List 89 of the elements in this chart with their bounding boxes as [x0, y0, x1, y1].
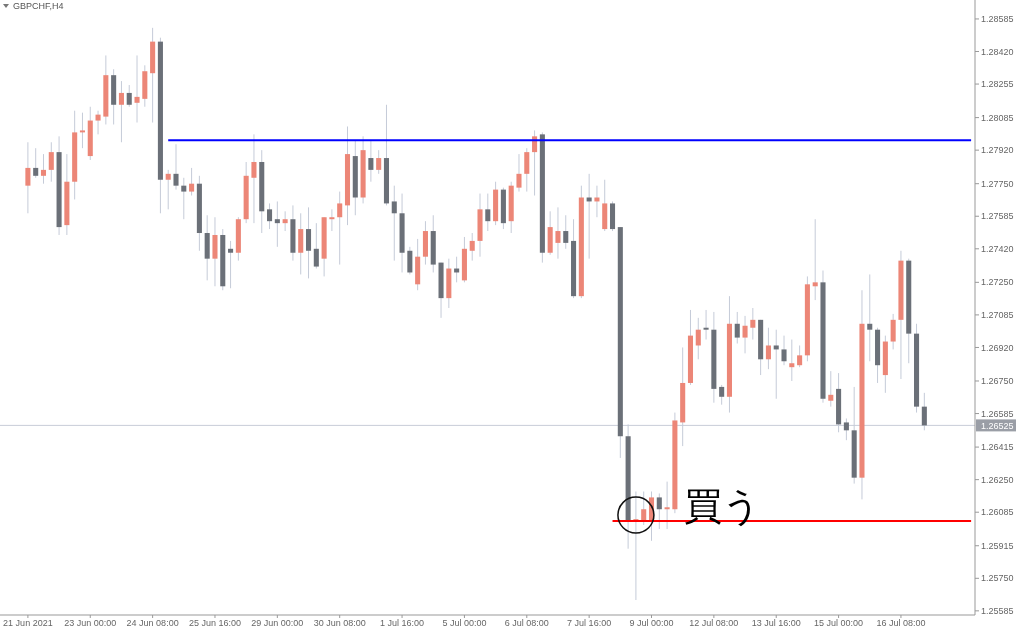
y-tick-label: 1.27085 [981, 310, 1014, 321]
candlestick [742, 315, 748, 354]
x-tick-label: 13 Jul 16:00 [751, 618, 801, 628]
y-tick-label: 1.28420 [981, 46, 1014, 57]
y-tick-label: 1.26250 [981, 474, 1014, 485]
y-tick-label: 1.25750 [981, 573, 1014, 584]
candlestick [40, 153, 47, 185]
candlestick [563, 214, 569, 250]
candlestick [516, 153, 522, 193]
y-tick-label: 1.25585 [981, 606, 1014, 617]
y-tick-label: 1.27750 [981, 178, 1014, 189]
candlestick [189, 167, 195, 197]
candlestick [48, 141, 54, 183]
candlestick [33, 147, 39, 179]
candlestick [391, 185, 397, 262]
y-tick-label: 1.28085 [981, 112, 1014, 123]
candlestick [79, 112, 85, 149]
candlestick [867, 273, 873, 362]
candlestick [298, 212, 304, 275]
y-tick-label: 1.28585 [981, 14, 1014, 25]
y-tick-label: 1.28255 [981, 79, 1014, 90]
y-tick-label: 1.27920 [981, 145, 1014, 156]
x-tick-label: 25 Jun 16:00 [188, 618, 241, 628]
y-tick-label: 1.25915 [981, 540, 1014, 551]
y-tick-label: 1.26585 [981, 408, 1014, 419]
chart-title: GBPCHF,H4 [13, 1, 64, 11]
x-tick-label: 1 Jul 16:00 [380, 618, 425, 628]
candlestick [695, 317, 701, 360]
x-tick-label: 30 Jun 08:00 [313, 618, 366, 628]
x-tick-label: 16 Jul 08:00 [876, 618, 926, 628]
ref-line-label: 1.26525 [981, 420, 1014, 431]
candlestick [524, 147, 530, 193]
candlestick [274, 200, 280, 248]
candlestick [797, 344, 803, 368]
candlestick [781, 335, 787, 366]
candlestick [703, 309, 709, 341]
y-tick-label: 1.27420 [981, 243, 1014, 254]
candlestick [750, 307, 756, 341]
candlestick [812, 218, 818, 301]
x-tick-label: 15 Jul 00:00 [814, 618, 864, 628]
candlestick [228, 240, 234, 289]
candlestick [25, 141, 31, 214]
candlestick [773, 329, 779, 400]
annotation: 買う [683, 484, 761, 529]
x-tick-label: 29 Jun 00:00 [251, 618, 304, 628]
candlestick [719, 384, 725, 406]
candlestick [126, 84, 132, 108]
candlestick [313, 222, 319, 270]
candlestick [664, 481, 670, 530]
candlestick [376, 149, 382, 175]
candlestick [95, 110, 101, 135]
x-tick-label: 24 Jun 08:00 [126, 618, 179, 628]
x-tick-label: 23 Jun 00:00 [64, 618, 117, 628]
y-tick-label: 1.26415 [981, 442, 1014, 453]
y-tick-label: 1.26920 [981, 342, 1014, 353]
candlestick [305, 206, 312, 279]
candlestick [641, 490, 647, 526]
y-tick-label: 1.27250 [981, 277, 1014, 288]
candlestick [656, 492, 662, 530]
candlestick [485, 193, 491, 232]
candlestick [555, 206, 561, 260]
candlestick [267, 202, 273, 230]
candlestick [368, 139, 374, 183]
candlestick [181, 177, 187, 220]
candlestick [251, 133, 257, 224]
x-tick-label: 12 Jul 08:00 [689, 618, 739, 628]
x-tick-label: 21 Jun 2021 [3, 618, 53, 628]
candlestick [469, 232, 475, 262]
candlestick [173, 143, 179, 191]
candlestick [407, 246, 413, 275]
candlestick [212, 216, 218, 287]
candlestick [734, 311, 740, 345]
candlestick [329, 208, 335, 232]
candlestick [134, 54, 140, 124]
candlestick [337, 191, 343, 266]
x-tick-label: 5 Jul 00:00 [442, 618, 487, 628]
y-tick-label: 1.26750 [981, 376, 1014, 387]
x-tick-label: 7 Jul 16:00 [567, 618, 612, 628]
candlestick [828, 370, 834, 408]
candlestick [765, 327, 771, 370]
candlestick [118, 80, 124, 143]
y-tick-label: 1.26085 [981, 507, 1014, 518]
candlestick [282, 210, 288, 232]
candlestick [165, 169, 171, 210]
x-tick-label: 9 Jul 00:00 [629, 618, 674, 628]
y-tick-label: 1.27585 [981, 211, 1014, 222]
candlestick [890, 313, 896, 350]
x-tick-label: 6 Jul 08:00 [504, 618, 549, 628]
candlestick [789, 339, 795, 382]
